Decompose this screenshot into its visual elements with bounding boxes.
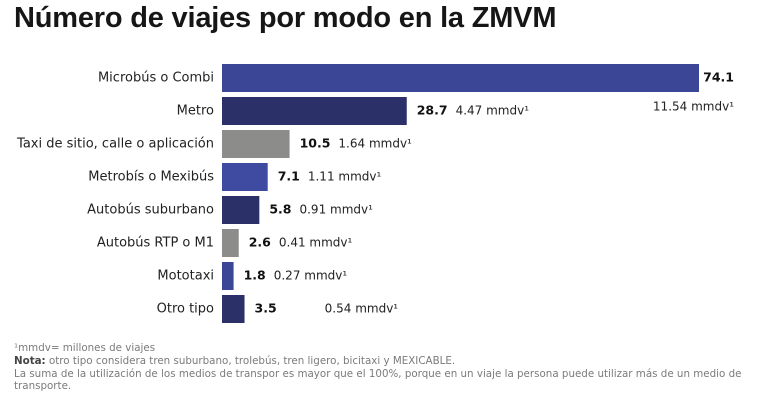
category-label-autobus-suburbano: Autobús suburbano — [87, 203, 214, 218]
value-label-otro-tipo: 3.5 — [255, 301, 277, 316]
nota-label: Nota: — [14, 354, 46, 367]
nota-text: otro tipo considera tren suburbano, trol… — [45, 354, 456, 367]
bar-microbus-o-combi — [222, 64, 699, 92]
mmdv-label-microbus-o-combi: 11.54 mmdv¹ — [653, 100, 734, 114]
bar-metrobis-o-mexibus — [222, 163, 268, 191]
bar-metro — [222, 97, 407, 125]
footnote-nota: Nota: otro tipo considera tren suburbano… — [14, 355, 759, 368]
mmdv-label-otro-tipo: 0.54 mmdv¹ — [325, 302, 399, 316]
chart-title: Número de viajes por modo en la ZMVM — [14, 2, 557, 34]
bar-taxi-de-sitio-calle-o-aplicacion — [222, 130, 290, 158]
category-label-metrobis-o-mexibus: Metrobís o Mexibús — [88, 170, 214, 185]
mmdv-label-taxi-de-sitio-calle-o-aplicacion: 1.64 mmdv¹ — [338, 137, 412, 151]
mmdv-label-metrobis-o-mexibus: 1.11 mmdv¹ — [308, 170, 382, 184]
bar-autobus-suburbano — [222, 196, 260, 224]
footnote-mmdv: ¹mmdv= millones de viajes — [14, 342, 156, 354]
category-label-mototaxi: Mototaxi — [157, 269, 214, 284]
category-label-autobus-rtp-o-m1: Autobús RTP o M1 — [97, 236, 214, 251]
footnotes: ¹mmdv= millones de viajes Nota: otro tip… — [14, 342, 759, 393]
value-label-microbus-o-combi: 74.1 — [703, 70, 734, 85]
value-label-autobus-suburbano: 5.8 — [269, 202, 291, 217]
footnote-suma: La suma de la utilización de los medios … — [14, 367, 742, 393]
bar-chart: Microbús o Combi 74.1 11.54 mmdv¹ Metro 28.7… — [16, 64, 734, 323]
value-label-autobus-rtp-o-m1: 2.6 — [249, 235, 271, 250]
mmdv-label-autobus-suburbano: 0.91 mmdv¹ — [299, 203, 373, 217]
mmdv-label-autobus-rtp-o-m1: 0.41 mmdv¹ — [279, 236, 353, 250]
bar-otro-tipo — [222, 295, 245, 323]
category-label-metro: Metro — [177, 104, 214, 119]
category-label-taxi-de-sitio-calle-o-aplicacion: Taxi de sitio, calle o aplicación — [16, 137, 214, 152]
mmdv-label-mototaxi: 0.27 mmdv¹ — [274, 269, 348, 283]
category-label-otro-tipo: Otro tipo — [157, 302, 214, 317]
value-label-taxi-de-sitio-calle-o-aplicacion: 10.5 — [300, 136, 331, 151]
bar-autobus-rtp-o-m1 — [222, 229, 239, 257]
value-label-metro: 28.7 — [417, 103, 448, 118]
bar-mototaxi — [222, 262, 234, 290]
value-label-mototaxi: 1.8 — [244, 268, 266, 283]
value-label-metrobis-o-mexibus: 7.1 — [278, 169, 300, 184]
mmdv-label-metro: 4.47 mmdv¹ — [456, 104, 530, 118]
category-label-microbus-o-combi: Microbús o Combi — [98, 71, 214, 86]
